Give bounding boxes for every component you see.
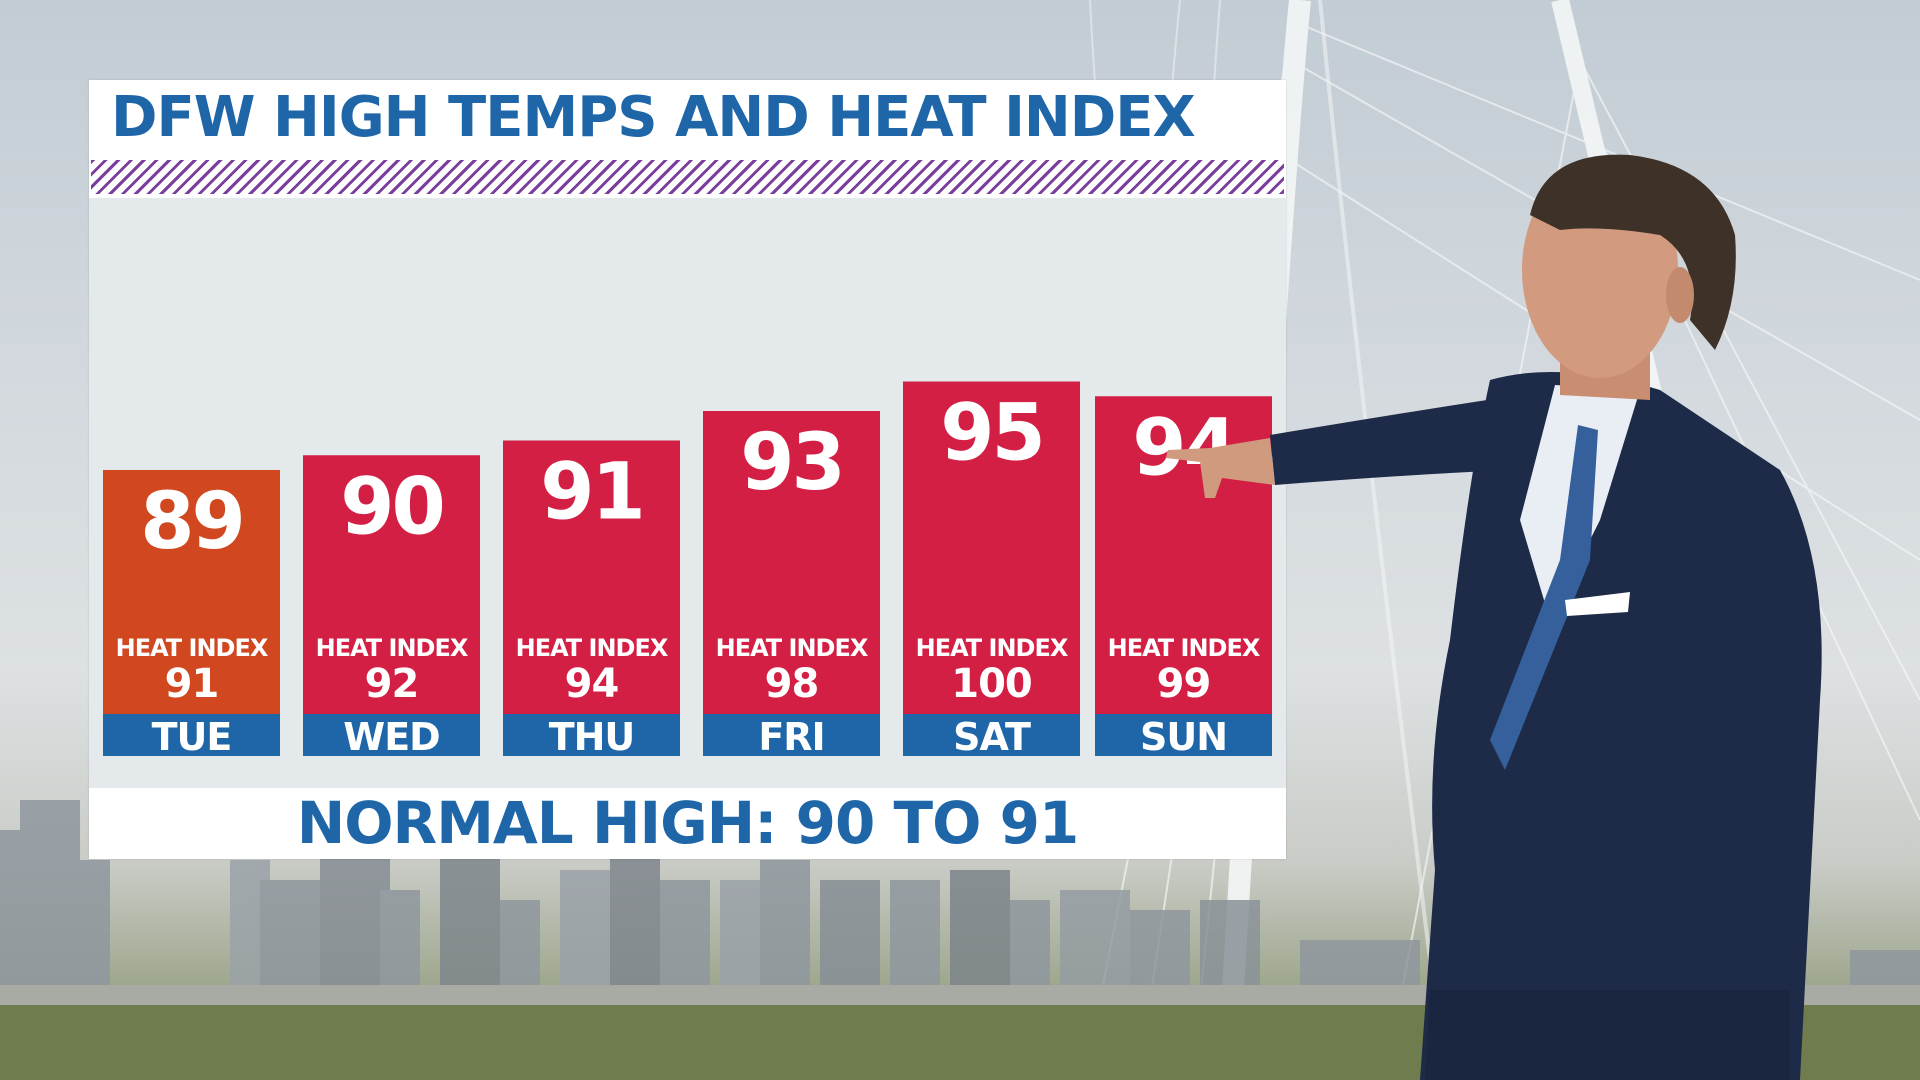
heat-index-value-tue: 91 (165, 661, 219, 707)
day-label-sun: SUN (1140, 715, 1227, 759)
normal-high-text: NORMAL HIGH: 90 TO 91 (296, 789, 1080, 857)
presenter-hair (1530, 154, 1736, 350)
temp-bar-fri (703, 411, 880, 714)
forecast-graphic-panel: DFW HIGH TEMPS AND HEAT INDEX 89 HEAT IND… (89, 80, 1286, 859)
temp-bar-tue (103, 470, 280, 714)
day-band-sat (903, 714, 1080, 756)
temp-bar-wed (303, 455, 480, 714)
downtown-skyline (0, 800, 1920, 990)
graphic-title: DFW HIGH TEMPS AND HEAT INDEX (111, 85, 1196, 150)
presenter-arm (1270, 395, 1520, 485)
presenter-pocket-square (1565, 592, 1630, 616)
heat-index-value-wed: 92 (365, 661, 419, 707)
day-label-thu: THU (549, 715, 635, 759)
heat-index-value-thu: 94 (565, 661, 619, 707)
presenter-hand (1166, 438, 1275, 498)
high-temp-label-tue: 89 (140, 477, 243, 567)
presenter-legs (1425, 990, 1790, 1080)
day-label-fri: FRI (758, 715, 824, 759)
heat-index-label-sun: HEAT INDEX (1108, 634, 1261, 662)
heat-index-value-sun: 99 (1157, 661, 1211, 707)
day-label-wed: WED (343, 715, 439, 759)
heat-index-label-tue: HEAT INDEX (116, 634, 269, 662)
high-temp-label-fri: 93 (740, 418, 843, 508)
decorative-stripe (89, 156, 1286, 198)
heat-index-label-wed: HEAT INDEX (316, 634, 469, 662)
day-band-sun (1095, 714, 1272, 756)
presenter-tie (1490, 425, 1598, 770)
high-temp-label-wed: 90 (340, 462, 443, 552)
purple-hatch-band (91, 160, 1284, 194)
temp-bar-thu (503, 440, 680, 714)
normal-high-banner: NORMAL HIGH: 90 TO 91 (89, 788, 1286, 859)
day-band-wed (303, 714, 480, 756)
day-band-tue (103, 714, 280, 756)
heat-index-label-fri: HEAT INDEX (716, 634, 869, 662)
day-band-thu (503, 714, 680, 756)
heat-index-label-thu: HEAT INDEX (516, 634, 669, 662)
heat-index-value-fri: 98 (765, 661, 819, 707)
day-label-tue: TUE (152, 715, 232, 759)
day-label-sat: SAT (953, 715, 1031, 759)
heat-index-value-sat: 100 (951, 661, 1032, 707)
temp-bar-sat (903, 381, 1080, 714)
title-bar: DFW HIGH TEMPS AND HEAT INDEX (89, 80, 1286, 156)
heat-index-label-sat: HEAT INDEX (916, 634, 1069, 662)
high-temp-label-thu: 91 (540, 448, 643, 538)
high-temp-label-sat: 95 (940, 389, 1043, 479)
day-band-fri (703, 714, 880, 756)
presenter-suit (1420, 372, 1822, 1080)
presenter-ear (1666, 267, 1694, 323)
